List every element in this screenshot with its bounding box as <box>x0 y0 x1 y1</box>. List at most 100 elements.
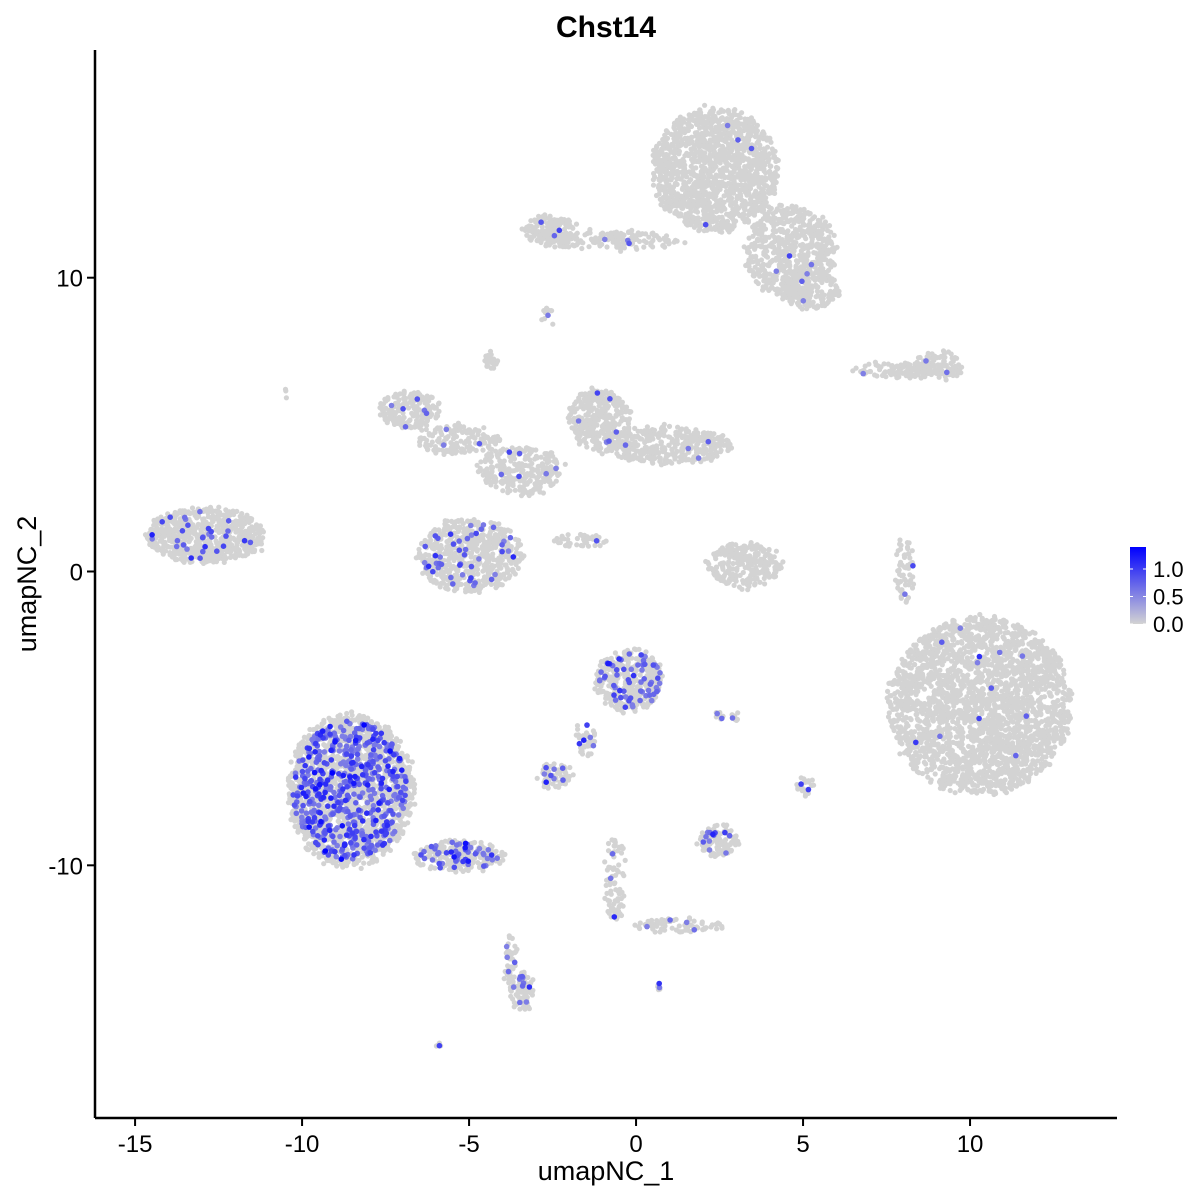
cell-point <box>464 527 470 533</box>
cell-point <box>810 299 816 305</box>
cell-point <box>431 577 438 583</box>
cell-point <box>189 505 196 511</box>
cell-point <box>713 209 719 215</box>
cell-point <box>462 428 468 434</box>
cell-point <box>506 476 512 482</box>
cell-point <box>749 241 755 248</box>
cell-point <box>429 432 436 438</box>
cell-point <box>658 439 664 445</box>
cell-point <box>418 435 424 441</box>
cell-point <box>498 448 504 454</box>
cell-point <box>565 532 571 538</box>
cell-point <box>850 368 856 374</box>
cell-point <box>522 227 529 233</box>
cell-point <box>449 442 455 448</box>
cell-point <box>778 202 785 209</box>
cell-point <box>698 149 704 155</box>
cell-point <box>535 474 541 480</box>
cell-point <box>641 238 647 244</box>
cell-point <box>766 277 772 283</box>
cell-point <box>734 161 740 167</box>
cell-point <box>539 227 546 233</box>
cell-point <box>556 219 563 225</box>
cell-point <box>827 258 833 264</box>
cell-point <box>527 472 533 478</box>
cell-point <box>757 161 764 167</box>
cell-point <box>812 269 819 276</box>
cell-point <box>524 445 530 451</box>
cell-point <box>779 267 785 273</box>
cell-point <box>466 444 472 450</box>
cell-point <box>722 175 728 181</box>
cell-point <box>811 274 818 281</box>
cell-point <box>577 433 583 439</box>
cell-point <box>656 153 662 159</box>
cell-point <box>638 436 645 442</box>
cell-point <box>579 245 585 252</box>
cell-point <box>547 478 553 484</box>
cell-point <box>518 493 525 499</box>
cell-point <box>495 358 501 364</box>
cell-point <box>790 244 796 251</box>
cell-point <box>617 443 623 449</box>
cell-point <box>680 205 686 211</box>
cell-point <box>481 562 487 569</box>
cell-point <box>691 224 698 230</box>
cell-point <box>590 420 596 426</box>
cell-point <box>828 239 834 245</box>
cell-point <box>445 586 451 592</box>
cell-point <box>793 240 799 246</box>
cell-point <box>506 558 513 564</box>
cell-point <box>483 578 489 584</box>
cell-point <box>700 216 706 222</box>
cell-point <box>563 235 569 241</box>
cell-point <box>439 431 445 438</box>
cell-point <box>765 187 772 193</box>
cell-point <box>764 248 770 254</box>
cell-point <box>423 426 429 433</box>
cell-point <box>553 459 559 465</box>
cell-point <box>446 562 453 568</box>
cell-point <box>733 184 740 190</box>
chart-title: Chst14 <box>556 11 656 44</box>
cell-point <box>729 139 736 145</box>
cell-point <box>693 447 700 453</box>
cell-point <box>815 303 821 309</box>
cell-point <box>692 112 698 118</box>
cell-point <box>444 518 450 524</box>
cell-point <box>710 168 716 174</box>
cell-point <box>505 542 511 548</box>
cell-point <box>675 161 681 167</box>
cell-point <box>673 438 679 444</box>
cell-point <box>751 212 758 218</box>
cell-point <box>691 430 697 436</box>
cell-point <box>522 456 528 462</box>
cell-point <box>737 191 744 197</box>
cell-point <box>598 231 604 237</box>
cell-point <box>416 546 422 552</box>
cell-point <box>493 438 499 444</box>
cell-point <box>663 128 670 134</box>
cell-point <box>671 239 677 245</box>
cell-point <box>657 455 663 461</box>
cell-point <box>493 585 499 591</box>
cell-point <box>517 478 523 484</box>
cell-point <box>656 430 663 436</box>
cell-point <box>791 206 797 212</box>
cell-point <box>441 580 447 586</box>
cell-point <box>652 159 659 165</box>
cell-point <box>635 428 641 434</box>
cell-point <box>635 230 641 236</box>
cell-point <box>647 449 653 455</box>
cell-point <box>721 108 727 114</box>
cell-point <box>428 394 434 400</box>
cell-point <box>781 286 787 292</box>
cell-point <box>746 250 752 256</box>
cell-point <box>431 447 437 453</box>
cell-point <box>707 448 714 454</box>
cell-point <box>917 354 923 361</box>
cell-point <box>574 406 580 412</box>
cell-point <box>660 445 666 452</box>
cell-point <box>490 357 496 363</box>
cell-point <box>667 434 673 440</box>
